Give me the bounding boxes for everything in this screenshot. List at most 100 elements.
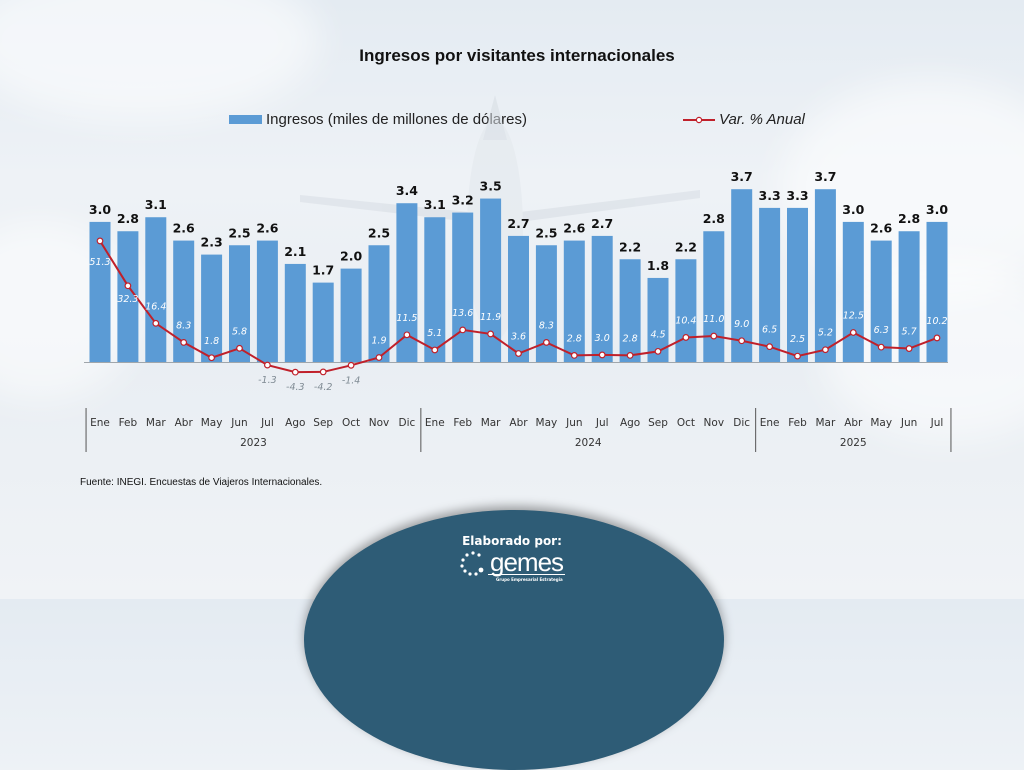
x-tick-label: May bbox=[870, 417, 892, 429]
bar-value-label: 3.0 bbox=[842, 202, 864, 217]
line-marker bbox=[152, 319, 160, 327]
x-tick-label: Dic bbox=[399, 417, 416, 429]
bar-value-label: 2.5 bbox=[368, 225, 390, 240]
line-marker bbox=[543, 339, 550, 346]
bar-value-label: 2.6 bbox=[173, 221, 195, 236]
x-tick-label: Ene bbox=[425, 417, 445, 429]
bar-value-label: 3.7 bbox=[731, 169, 753, 184]
footer-label: Elaborado por: bbox=[462, 534, 562, 548]
line-value-label: 6.5 bbox=[762, 325, 777, 336]
line-marker bbox=[291, 368, 299, 376]
x-tick-label: Ago bbox=[285, 417, 305, 429]
line-value-label: -1.4 bbox=[342, 375, 361, 386]
bar-value-label: 3.4 bbox=[396, 183, 418, 198]
bar-value-label: 2.6 bbox=[256, 221, 278, 236]
x-tick-label: Dic bbox=[733, 417, 750, 429]
line-value-label: 5.8 bbox=[232, 326, 247, 337]
year-label: 2024 bbox=[575, 437, 602, 449]
bar bbox=[675, 259, 697, 362]
line-value-label: 11.0 bbox=[703, 314, 724, 325]
bar bbox=[787, 207, 808, 362]
x-tick-label: Abr bbox=[175, 417, 194, 429]
line-value-label: -4.2 bbox=[314, 382, 333, 393]
bar bbox=[647, 277, 669, 362]
line-marker bbox=[570, 351, 578, 359]
line-marker bbox=[431, 346, 439, 354]
x-tick-label: Jul bbox=[260, 417, 274, 429]
line-marker bbox=[710, 332, 718, 340]
line-marker bbox=[375, 354, 383, 361]
chart-plot: 3.0 2.8 3.1 2.6 2.3 2.5 2.6 2.1 1.7 2.0 2.5 3.4 3.1 3… bbox=[84, 95, 952, 452]
x-tick-label: May bbox=[201, 417, 223, 429]
line-marker bbox=[264, 361, 271, 369]
x-tick-label: Jul bbox=[595, 417, 609, 429]
bar-value-label: 2.2 bbox=[675, 239, 697, 254]
x-tick-label: Jul bbox=[930, 417, 944, 429]
line-value-label: 8.3 bbox=[176, 320, 191, 331]
legend-line-swatch bbox=[683, 116, 715, 123]
bar-value-label: 2.7 bbox=[591, 216, 613, 231]
bar bbox=[480, 198, 502, 362]
bar bbox=[312, 282, 334, 362]
x-tick-label: Nov bbox=[704, 417, 725, 429]
line-marker bbox=[403, 331, 411, 339]
line-marker bbox=[515, 350, 522, 357]
bar bbox=[703, 231, 725, 362]
bar-value-label: 2.3 bbox=[201, 235, 223, 250]
line-marker bbox=[877, 343, 885, 351]
line-marker bbox=[347, 361, 355, 369]
line-value-label: 1.9 bbox=[371, 336, 386, 347]
line-value-label: 3.6 bbox=[511, 332, 526, 343]
bar bbox=[145, 217, 167, 362]
year-label: 2023 bbox=[240, 437, 267, 449]
bar bbox=[842, 221, 864, 362]
bar-value-label: 3.2 bbox=[452, 193, 474, 208]
line-marker bbox=[626, 351, 634, 359]
bar bbox=[256, 240, 278, 362]
source-note: Fuente: INEGI. Encuestas de Viajeros Int… bbox=[80, 477, 323, 488]
x-tick-label: Oct bbox=[677, 417, 695, 429]
bar bbox=[731, 189, 753, 362]
line-marker bbox=[459, 326, 467, 334]
line-value-label: 4.5 bbox=[650, 329, 665, 340]
bar bbox=[591, 235, 613, 362]
bar bbox=[368, 245, 390, 362]
line-marker bbox=[208, 354, 216, 362]
line-marker bbox=[933, 334, 941, 342]
line-value-label: 13.6 bbox=[452, 308, 473, 319]
bar bbox=[563, 240, 585, 362]
line-marker bbox=[180, 339, 188, 346]
bar-value-label: 3.5 bbox=[480, 179, 502, 194]
bar bbox=[870, 240, 892, 362]
x-tick-label: Abr bbox=[509, 417, 528, 429]
bar-value-label: 2.5 bbox=[228, 225, 250, 240]
x-tick-label: Mar bbox=[481, 417, 501, 429]
bar bbox=[452, 212, 474, 362]
line-value-label: -4.3 bbox=[286, 382, 305, 393]
line-marker bbox=[738, 337, 746, 345]
bar-value-label: 3.1 bbox=[145, 197, 167, 212]
year-label: 2025 bbox=[840, 437, 867, 449]
line-marker bbox=[849, 329, 857, 336]
bar bbox=[535, 245, 557, 362]
x-tick-label: Feb bbox=[788, 417, 807, 429]
bar-value-label: 3.7 bbox=[814, 169, 836, 184]
x-tick-label: Abr bbox=[844, 417, 863, 429]
x-tick-label: Feb bbox=[119, 417, 138, 429]
line-marker bbox=[766, 343, 773, 351]
line-marker bbox=[654, 347, 662, 355]
x-tick-label: Ene bbox=[760, 417, 780, 429]
line-marker bbox=[319, 368, 327, 376]
bar bbox=[201, 254, 223, 362]
x-tick-label: Oct bbox=[342, 417, 360, 429]
line-marker bbox=[96, 237, 104, 245]
line-value-label: 2.5 bbox=[790, 334, 805, 345]
bar-value-label: 1.8 bbox=[647, 258, 669, 273]
line-value-label: 10.4 bbox=[675, 315, 696, 326]
bar bbox=[284, 263, 306, 362]
line-value-label: 16.4 bbox=[145, 301, 166, 312]
legend-item-ingresos: Ingresos (miles de millones de dólares) bbox=[229, 111, 527, 128]
logo-subtitle: Grupo Empresarial Estrategia bbox=[496, 577, 563, 582]
bar-value-label: 1.7 bbox=[312, 263, 334, 278]
line-marker bbox=[124, 282, 132, 290]
